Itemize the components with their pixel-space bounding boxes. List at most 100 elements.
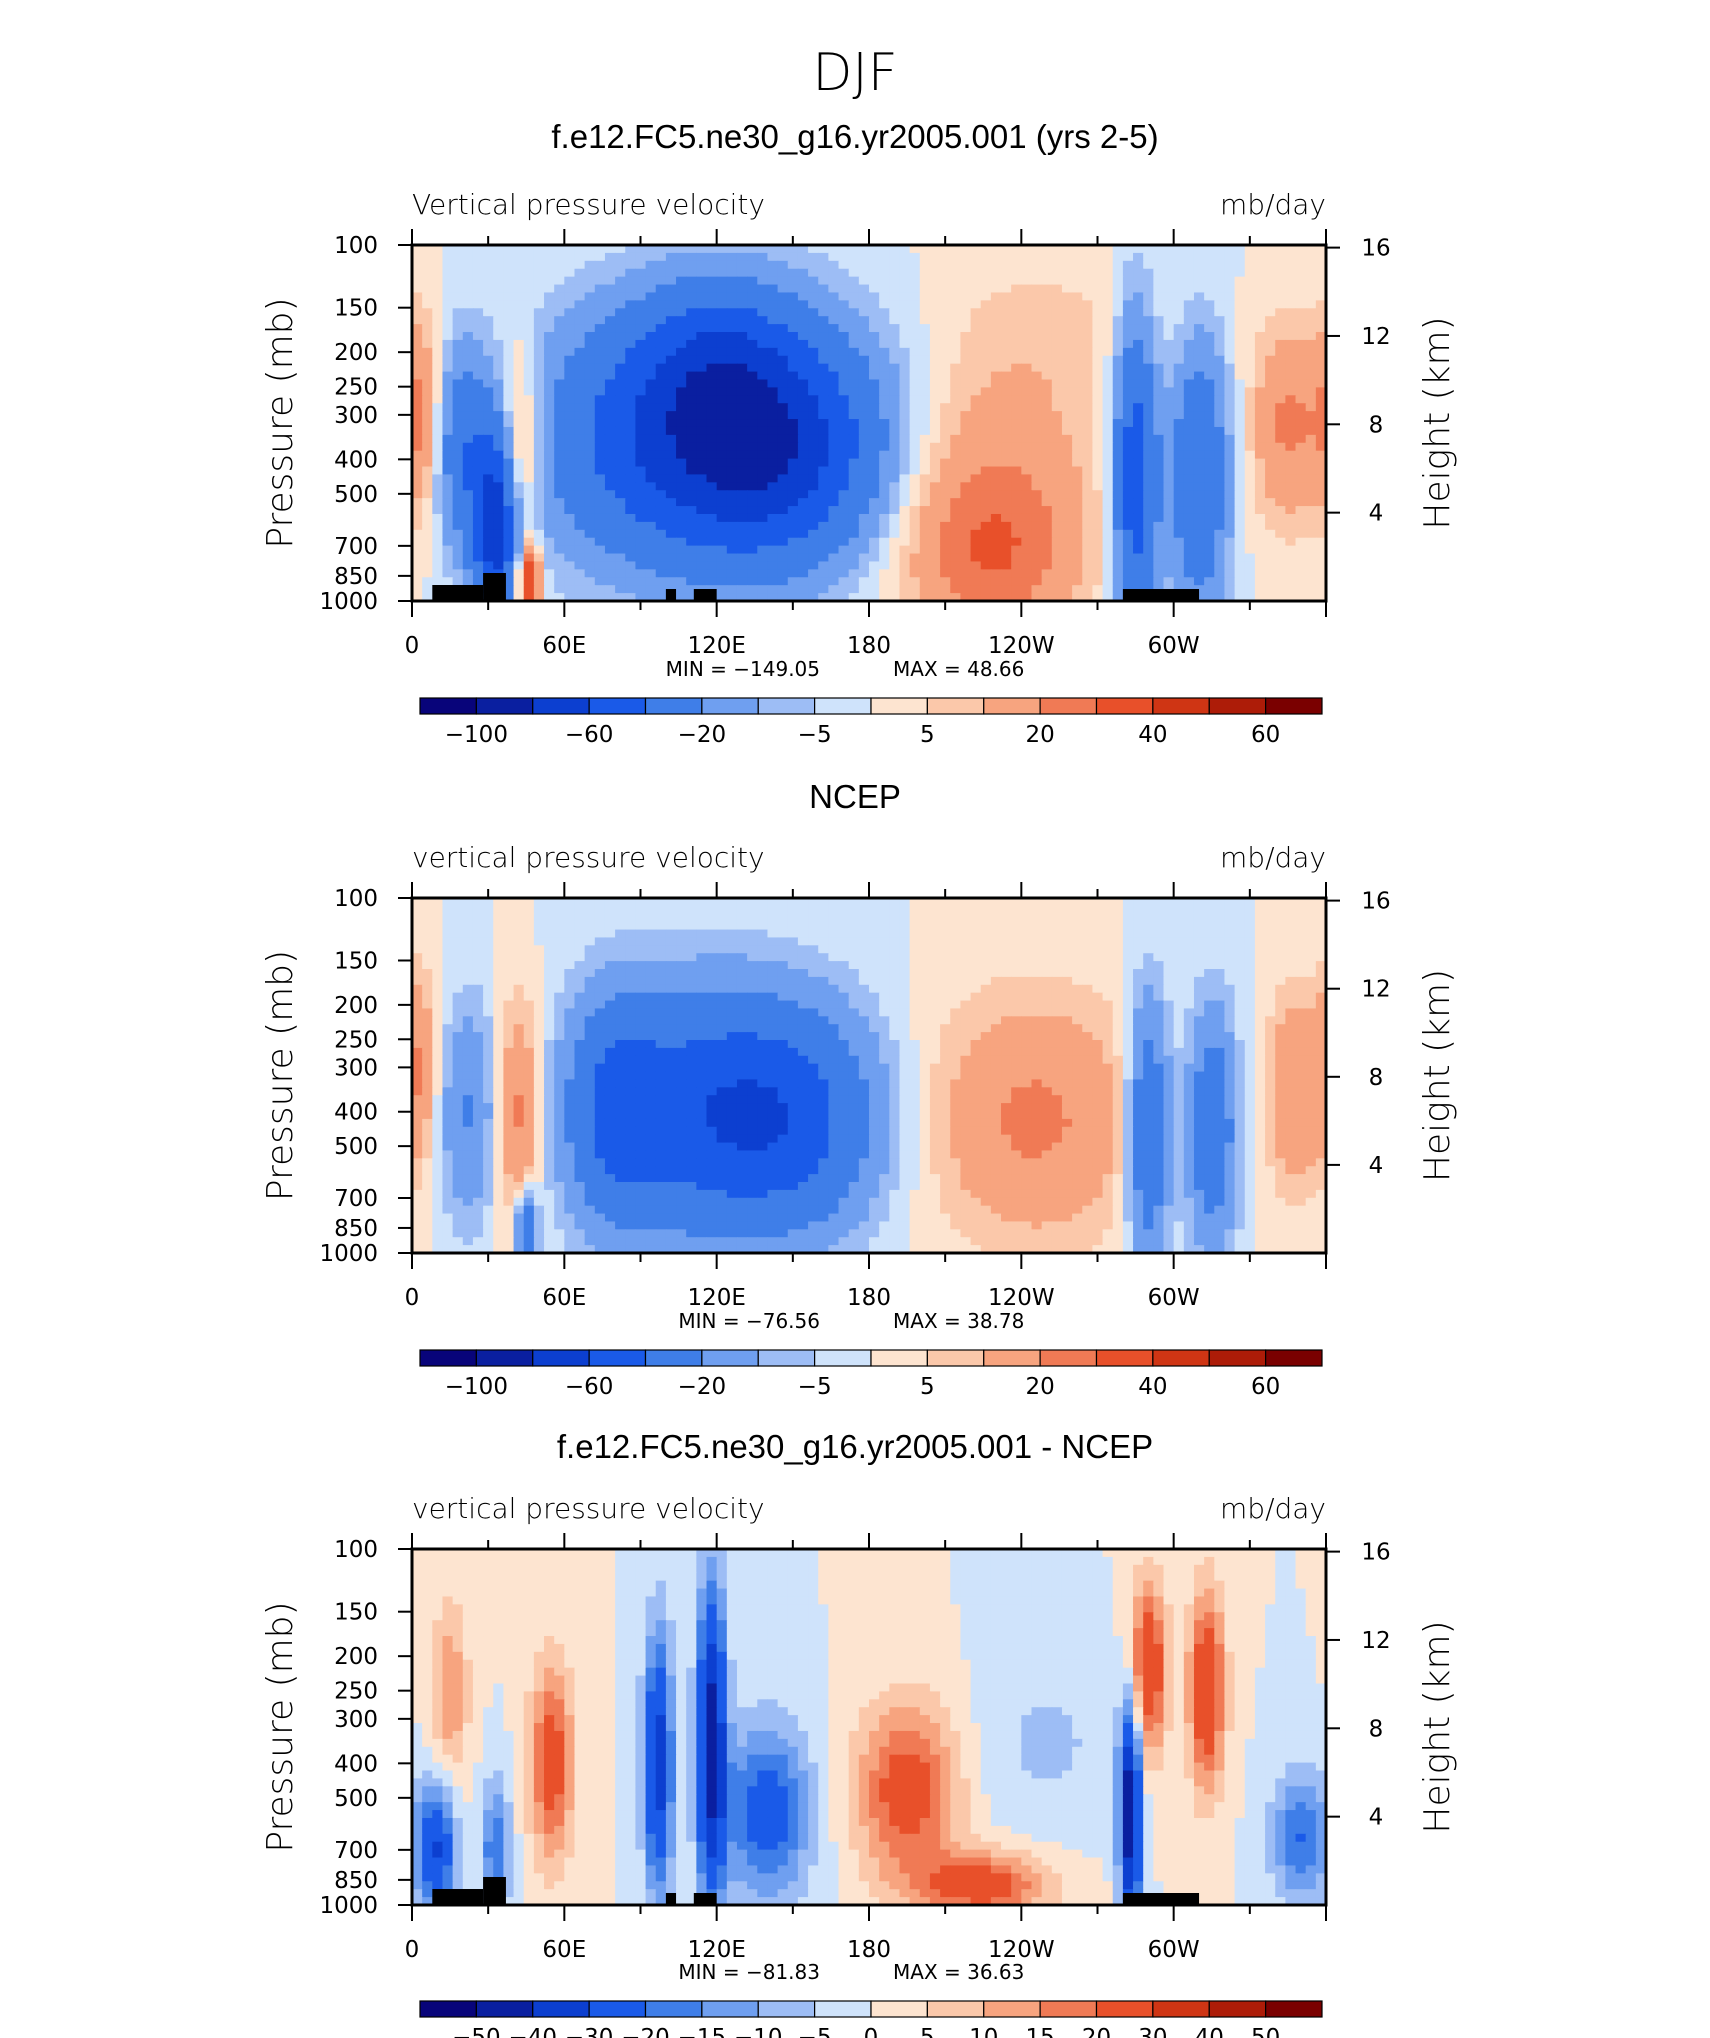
field-cell (1305, 490, 1317, 499)
field-cell (1173, 498, 1185, 507)
field-cell (879, 371, 890, 381)
field-cell (879, 961, 890, 970)
field-cell (1315, 395, 1326, 404)
field-cell (889, 537, 901, 547)
field-cell (503, 245, 515, 254)
field-cell (940, 434, 951, 444)
field-cell (1254, 953, 1266, 962)
field-cell (472, 506, 484, 515)
field-cell (483, 498, 494, 507)
field-cell (635, 442, 647, 452)
field-cell (1112, 252, 1124, 262)
field-cell (442, 921, 454, 931)
field-cell (1244, 929, 1256, 939)
field-cell (1305, 395, 1317, 404)
field-cell (1112, 482, 1124, 491)
field-cell (493, 969, 504, 978)
field-cell (1122, 961, 1134, 970)
field-cell (676, 387, 687, 396)
field-cell (513, 419, 525, 428)
field-cell (747, 268, 758, 278)
field-cell (696, 411, 708, 420)
field-cell (889, 371, 901, 381)
field-cell (452, 521, 464, 531)
field-cell (828, 961, 840, 970)
field-cell (432, 482, 444, 491)
field-cell (899, 498, 911, 507)
field-cell (1244, 260, 1256, 270)
colorbar-label: −60 (565, 722, 614, 748)
field-cell (645, 324, 657, 333)
field-cell (1204, 260, 1215, 270)
field-cell (828, 324, 840, 333)
field-cell (594, 537, 606, 547)
field-cell (686, 411, 697, 420)
field-cell (1051, 537, 1063, 547)
field-cell (1082, 300, 1094, 309)
field-cell (808, 458, 819, 468)
field-cell (1173, 300, 1185, 309)
field-cell (1122, 905, 1134, 915)
field-cell (818, 905, 829, 915)
field-cell (432, 363, 444, 373)
field-cell (726, 379, 738, 388)
field-cell (503, 490, 515, 499)
field-cell (1183, 529, 1195, 539)
field-cell (1224, 945, 1236, 954)
field-cell (1183, 434, 1195, 444)
field-cell (452, 316, 464, 325)
field-cell (1285, 411, 1297, 420)
field-cell (533, 245, 545, 254)
field-cell (604, 577, 616, 586)
field-cell (1011, 426, 1022, 436)
field-cell (1021, 316, 1033, 325)
field-cell (676, 569, 687, 578)
field-cell (604, 585, 616, 594)
field-cell (676, 371, 687, 381)
field-cell (940, 316, 951, 325)
field-cell (1112, 937, 1124, 946)
field-cell (980, 561, 992, 570)
field-cell (919, 498, 931, 507)
field-cell (1275, 284, 1286, 294)
field-cell (1173, 363, 1185, 373)
field-cell (472, 316, 484, 325)
field-cell (960, 466, 972, 476)
field-cell (1092, 482, 1104, 491)
field-cell (655, 521, 667, 531)
field-cell (483, 898, 494, 907)
field-cell (1163, 308, 1175, 317)
field-cell (432, 316, 444, 325)
field-cell (422, 474, 433, 483)
field-cell (970, 905, 982, 915)
field-cell (828, 905, 840, 915)
field-cell (767, 426, 779, 436)
field-cell (980, 921, 992, 931)
field-cell (635, 324, 647, 333)
field-cell (757, 419, 769, 428)
field-cell (1163, 961, 1175, 970)
field-cell (726, 585, 738, 594)
field-cell (432, 355, 444, 365)
field-cell (980, 898, 992, 907)
field-cell (726, 339, 738, 349)
field-cell (950, 593, 961, 601)
field-cell (452, 442, 464, 452)
field-cell (554, 898, 565, 907)
field-cell (462, 268, 474, 278)
field-cell (422, 260, 433, 270)
field-cell (1061, 300, 1073, 309)
field-cell (970, 434, 982, 444)
field-cell (990, 284, 1002, 294)
field-cell (1285, 284, 1297, 294)
field-cell (1285, 953, 1297, 962)
field-cell (554, 395, 565, 404)
field-cell (909, 506, 921, 515)
field-cell (544, 577, 555, 586)
field-cell (503, 276, 515, 286)
field-cell (513, 561, 525, 570)
field-cell (676, 442, 687, 452)
field-cell (554, 450, 565, 460)
field-cell (909, 537, 921, 547)
field-cell (1204, 498, 1215, 507)
